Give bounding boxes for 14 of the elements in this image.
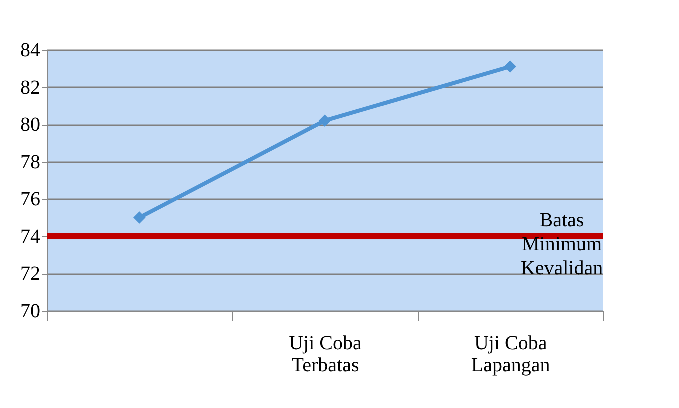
point (318, 114, 332, 127)
y-tick-label: 70 (20, 300, 40, 322)
y-tick-label: 84 (20, 40, 40, 62)
y-tick-label: 78 (20, 151, 40, 174)
ref-line-label: Batas Minimum Kevalidan (520, 209, 604, 280)
y-tick-label: 80 (20, 114, 40, 136)
point (504, 60, 516, 73)
x-tick-label: Uji Coba Lapangan (471, 332, 550, 376)
x-tick-label: Uji Coba Terbatas (289, 332, 362, 376)
y-tick-label: 76 (20, 188, 40, 211)
y-tick-label: 82 (20, 76, 40, 99)
point (134, 212, 146, 224)
y-tick-label: 74 (20, 226, 40, 248)
y-tick-label: 72 (20, 263, 40, 286)
